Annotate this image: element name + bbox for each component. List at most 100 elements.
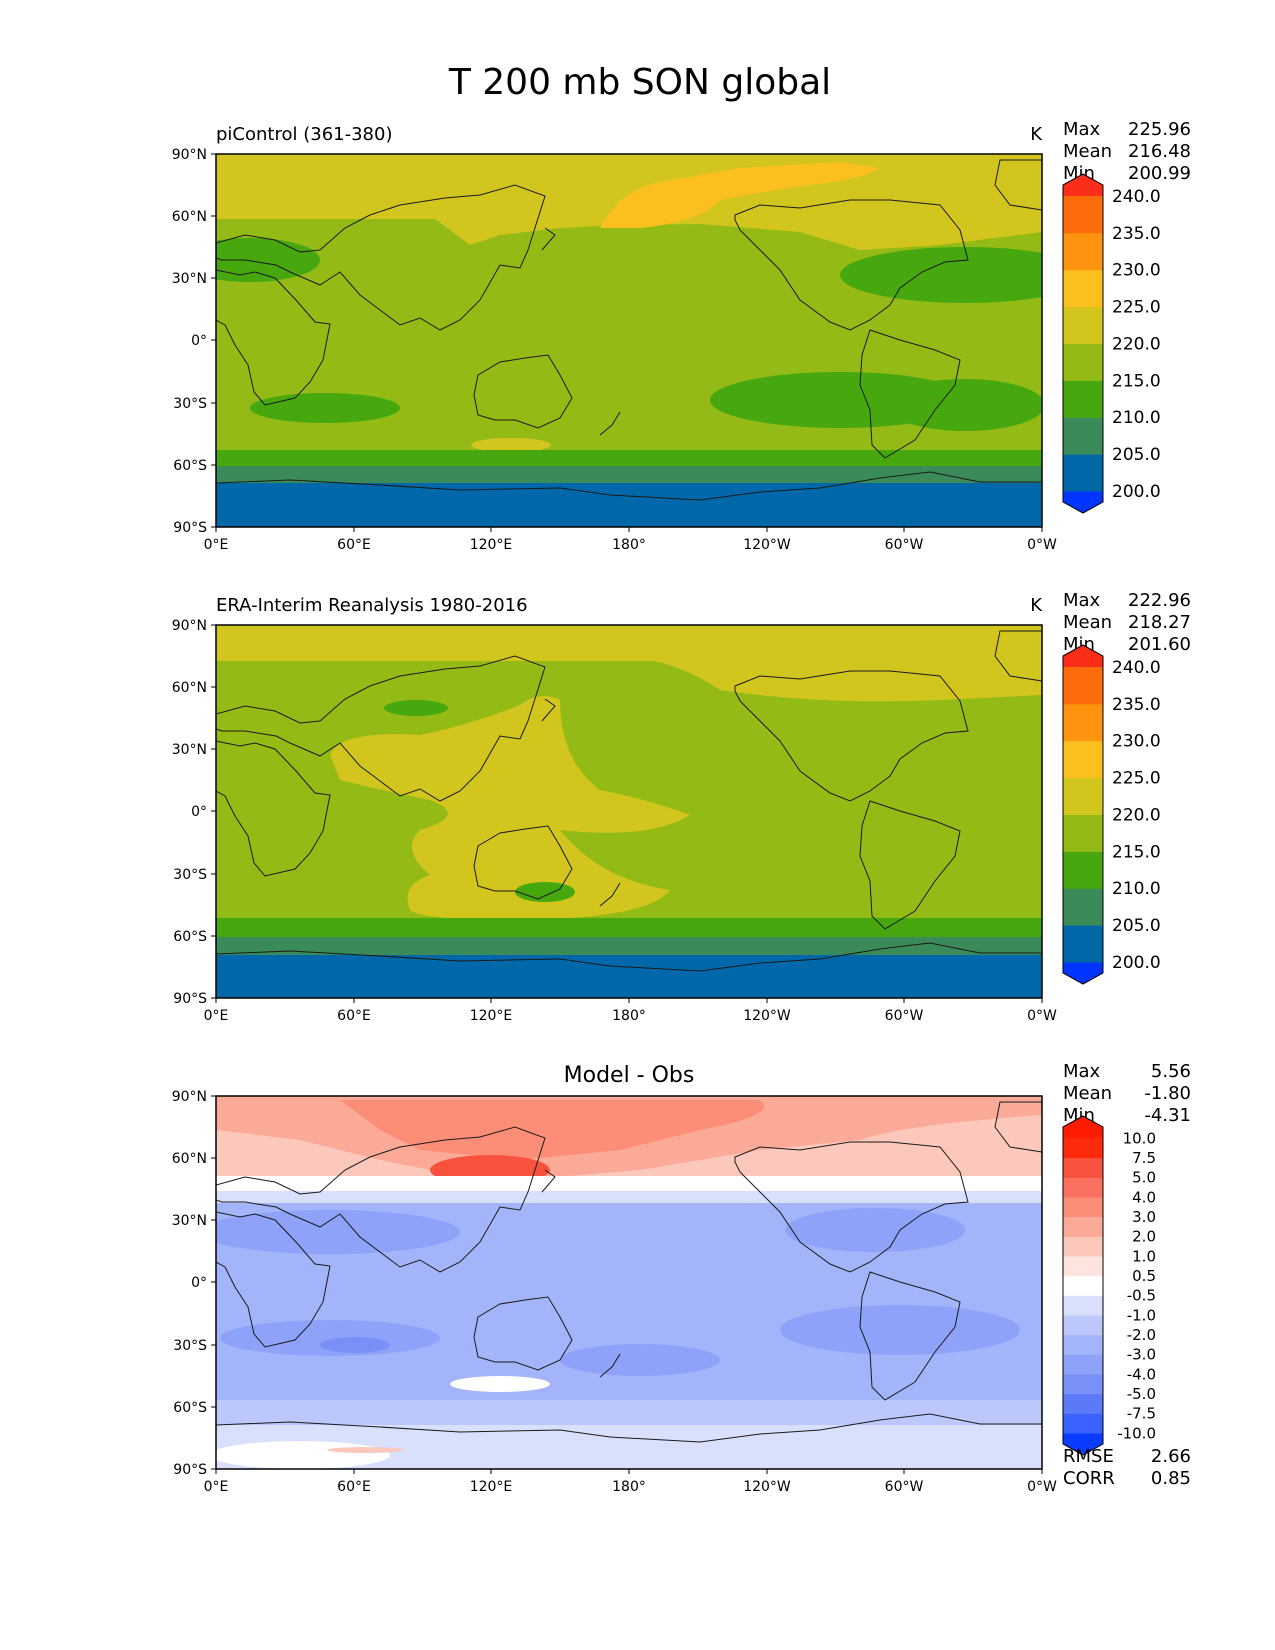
- y-tick-label: 90°N: [172, 147, 207, 163]
- field-band-200: [216, 955, 1042, 998]
- colorbar-bin: [1063, 417, 1103, 455]
- panel-obs-title: ERA-Interim Reanalysis 1980-2016: [216, 595, 528, 616]
- colorbar-bin: [1063, 925, 1103, 963]
- y-tick-label: 90°S: [173, 520, 207, 536]
- colorbar-extend-min: [1063, 962, 1103, 984]
- x-tick-label: 120°W: [743, 1479, 791, 1495]
- colorbar-level-label: 240.0: [1112, 187, 1161, 207]
- colorbar-bin: [1063, 1157, 1103, 1178]
- colorbar-level-label: -1.0: [1127, 1306, 1156, 1324]
- colorbar-level-label: 235.0: [1112, 224, 1161, 244]
- stat-value: 218.27: [1128, 612, 1191, 633]
- x-tick-label: 60°E: [337, 1479, 371, 1495]
- colorbar-level-label: 205.0: [1112, 916, 1161, 936]
- panel-model-map: [216, 154, 1042, 527]
- y-tick-label: 60°N: [172, 680, 207, 696]
- y-tick-label: 90°S: [173, 991, 207, 1007]
- panel-diff-y-axis: 90°N 60°N 30°N 0° 30°S 60°S 90°S: [172, 1089, 216, 1478]
- y-tick-label: 30°S: [173, 1338, 207, 1354]
- coast-antarctica: [216, 1413, 1042, 1443]
- stat-label: Mean: [1063, 1083, 1112, 1104]
- field-band-205: [216, 466, 1042, 488]
- field-neg-band: [216, 1191, 1042, 1203]
- x-tick-label: 0°E: [204, 1479, 229, 1495]
- y-tick-label: 0°: [191, 1275, 207, 1291]
- stat-value: 201.60: [1128, 634, 1191, 655]
- colorbar-bin: [1063, 454, 1103, 492]
- field-antarctic-white: [216, 1441, 390, 1469]
- x-tick-label: 120°E: [470, 1479, 513, 1495]
- field-cold-indian: [220, 1320, 440, 1356]
- panel-obs-units: K: [1030, 595, 1043, 616]
- colorbar-bin: [1063, 814, 1103, 852]
- field-cold-namerica: [785, 1208, 965, 1252]
- colorbar-level-label: 2.0: [1132, 1228, 1156, 1246]
- x-tick-label: 180°: [612, 537, 646, 553]
- colorbar-outline: [1062, 644, 1104, 985]
- x-tick-label: 120°E: [470, 537, 513, 553]
- field-arctic-warm-3: [340, 1100, 764, 1160]
- field-cold-indian-core: [320, 1337, 390, 1353]
- colorbar-level-label: 4.0: [1132, 1188, 1156, 1206]
- rmse-value: 2.66: [1151, 1446, 1191, 1467]
- y-tick-label: 30°N: [172, 1213, 207, 1229]
- y-tick-label: 60°N: [172, 209, 207, 225]
- y-tick-label: 60°S: [173, 458, 207, 474]
- colorbar-extend-min: [1063, 491, 1103, 513]
- colorbar-level-label: 210.0: [1112, 408, 1161, 428]
- panel-diff-map: [216, 1096, 1042, 1469]
- panel-obs-y-axis: 90°N 60°N 30°N 0° 30°S 60°S 90°S: [172, 618, 216, 1007]
- coast-australia: [473, 825, 573, 900]
- coast-eurasia: [216, 1126, 546, 1273]
- coast-south-america: [859, 1271, 961, 1401]
- panel-diff-footer-stats: RMSE 2.66 CORR 0.85: [1063, 1446, 1191, 1489]
- x-tick-label: 0°W: [1027, 1479, 1057, 1495]
- field-warm-asia: [330, 696, 690, 920]
- y-tick-label: 30°S: [173, 396, 207, 412]
- x-tick-label: 120°E: [470, 1008, 513, 1024]
- y-tick-label: 60°N: [172, 1151, 207, 1167]
- colorbar-level-label: -5.0: [1127, 1385, 1156, 1403]
- colorbar-bin: [1063, 851, 1103, 889]
- coast-south-america: [859, 800, 961, 930]
- colorbar-level-label: 3.0: [1132, 1208, 1156, 1226]
- colorbar-level-label: -4.0: [1127, 1365, 1156, 1383]
- stat-label: Mean: [1063, 141, 1112, 162]
- y-tick-label: 0°: [191, 804, 207, 820]
- colorbar-bin: [1063, 703, 1103, 742]
- y-tick-label: 30°N: [172, 271, 207, 287]
- colorbar-level-label: 215.0: [1112, 371, 1161, 391]
- coast-japan: [541, 227, 556, 251]
- stat-value: 5.56: [1151, 1061, 1191, 1082]
- panel-model-x-axis: 0°E 60°E 120°E 180° 120°W 60°W 0°W: [204, 527, 1057, 553]
- colorbar-bin: [1063, 1236, 1103, 1257]
- colorbar-level-label: 10.0: [1123, 1129, 1156, 1147]
- corr-value: 0.85: [1151, 1468, 1191, 1489]
- colorbar-bin: [1063, 1315, 1103, 1336]
- y-tick-label: 90°N: [172, 618, 207, 634]
- coast-south-america: [859, 329, 961, 459]
- colorbar-level-label: 215.0: [1112, 842, 1161, 862]
- colorbar-level-label: 0.5: [1132, 1267, 1156, 1285]
- colorbar-level-label: 200.0: [1112, 953, 1161, 973]
- x-tick-label: 60°E: [337, 1008, 371, 1024]
- field-antarctic-warm: [327, 1447, 403, 1453]
- coast-greenland: [994, 630, 1042, 682]
- colorbar-bin: [1063, 1138, 1103, 1159]
- field-zero-band: [216, 1176, 1042, 1194]
- colorbar-bin: [1063, 888, 1103, 926]
- stat-label: Max: [1063, 1061, 1101, 1082]
- coast-greenland: [994, 159, 1042, 211]
- coast-africa: [216, 269, 331, 406]
- field-cold-australia: [515, 882, 575, 902]
- coastlines: [216, 159, 1042, 501]
- colorbar-bin: [1063, 777, 1103, 815]
- colorbar-bin: [1063, 306, 1103, 344]
- field-cold-asia: [384, 700, 448, 716]
- field-soc-white: [450, 1376, 550, 1392]
- coast-antarctica: [216, 942, 1042, 972]
- panel-diff-title: Model - Obs: [564, 1063, 695, 1088]
- x-tick-label: 60°W: [885, 537, 924, 553]
- coast-greenland: [994, 1101, 1042, 1153]
- x-tick-label: 60°W: [885, 1479, 924, 1495]
